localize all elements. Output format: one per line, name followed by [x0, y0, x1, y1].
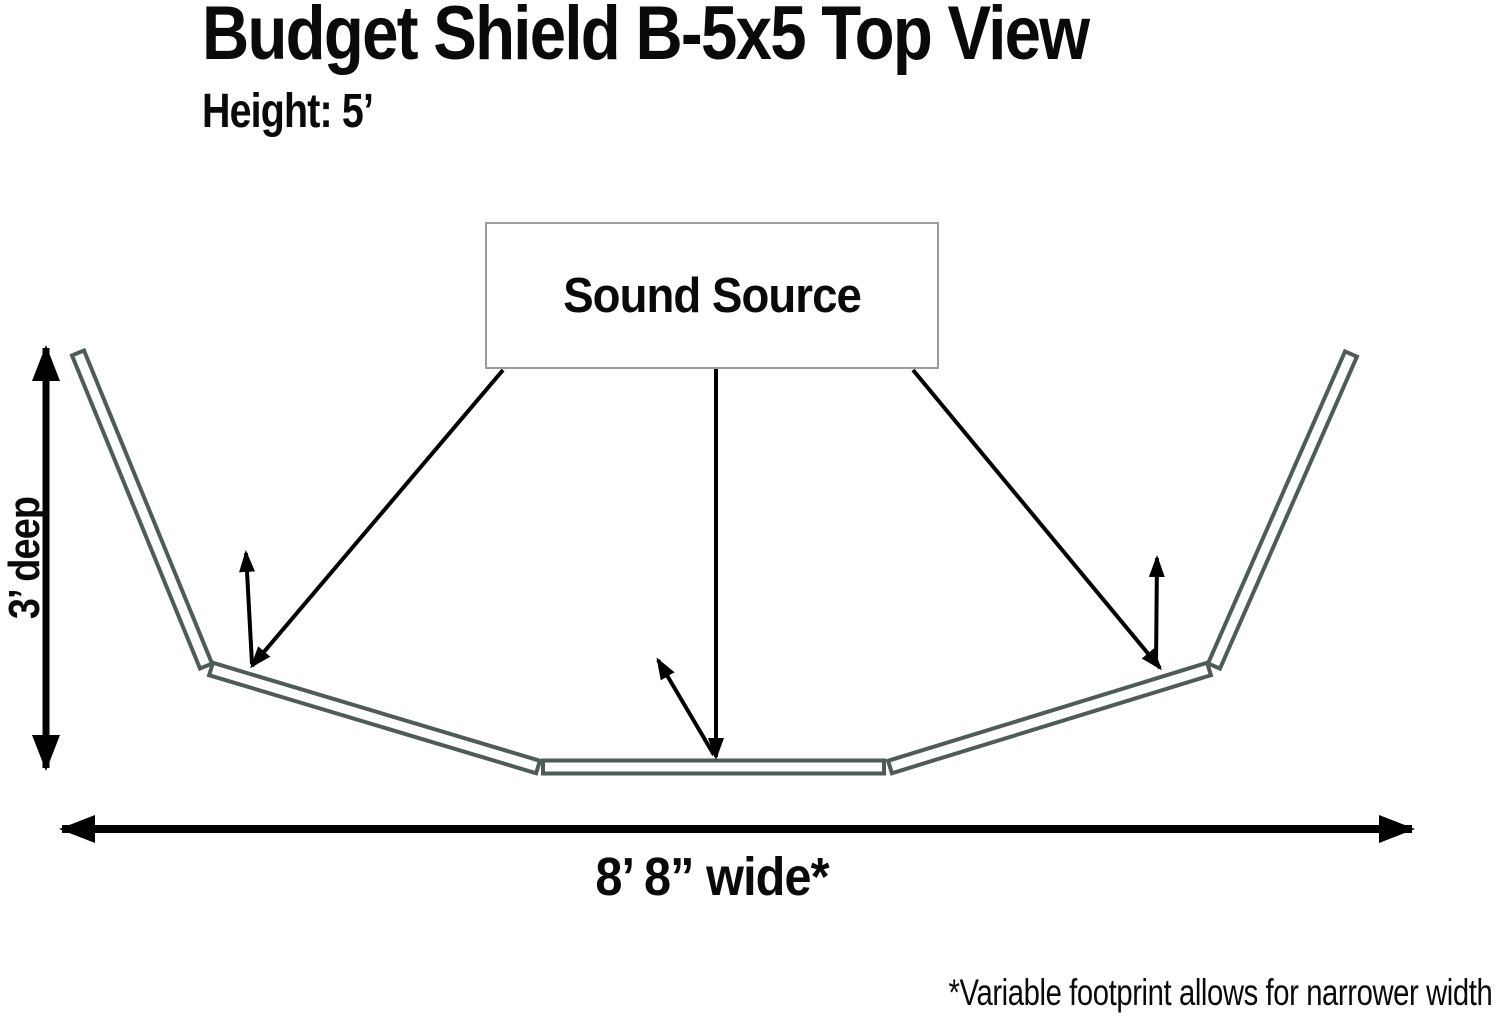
- sound-ray-3: [911, 368, 1162, 671]
- height-label: Height: 5’: [202, 85, 374, 138]
- center-panel: [541, 758, 886, 776]
- depth-dimension-label: 3’ deep: [0, 496, 49, 620]
- shield-panels: [69, 347, 1360, 776]
- sound-source-label: Sound Source: [563, 268, 862, 323]
- right-mid-panel: [885, 660, 1214, 776]
- sound-rays: [239, 366, 1165, 760]
- reflection-ray-2: [656, 657, 716, 757]
- left-outer-panel: [69, 347, 215, 672]
- width-dimension-label: 8’ 8” wide*: [595, 847, 829, 907]
- sound-ray-1: [250, 368, 505, 669]
- page-title: Budget Shield B-5x5 Top View: [202, 0, 1090, 76]
- sound-source-box: Sound Source: [485, 222, 939, 369]
- footnote: *Variable footprint allows for narrower …: [948, 972, 1492, 1013]
- left-mid-panel: [206, 660, 543, 776]
- reflection-ray-1: [239, 550, 256, 665]
- dimension-arrows: [32, 345, 1415, 843]
- right-outer-panel: [1205, 348, 1360, 672]
- reflection-ray-3: [1148, 555, 1165, 667]
